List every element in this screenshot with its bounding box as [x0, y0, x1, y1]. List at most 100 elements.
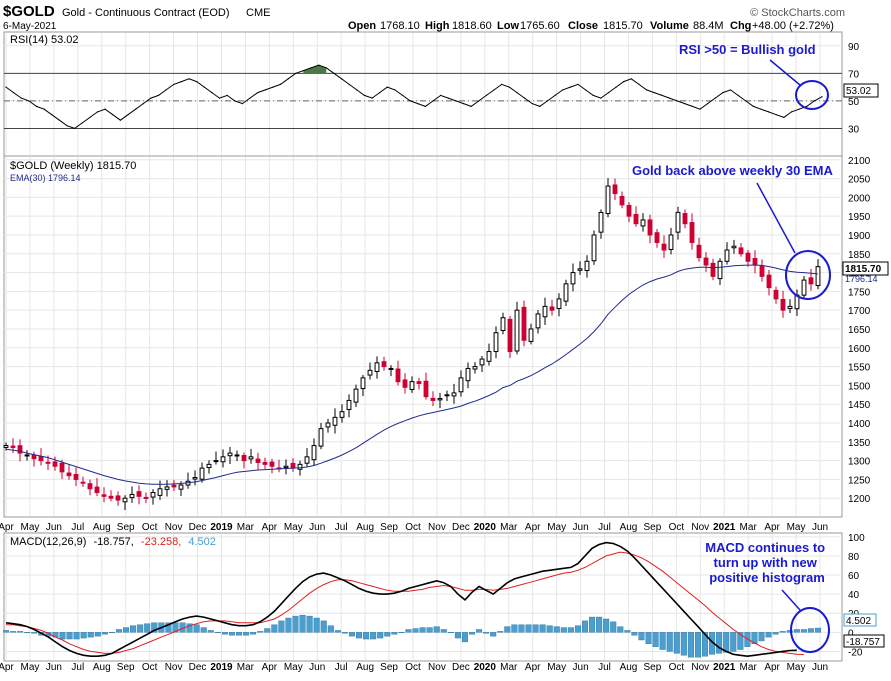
candle-body	[234, 454, 240, 457]
macd-histogram-bar	[108, 632, 115, 634]
macd-histogram-bar	[560, 627, 567, 633]
macd-signal-line	[6, 551, 804, 656]
x-axis-label-price-25: Jul	[598, 522, 611, 533]
candle-body	[248, 456, 254, 460]
macd-histogram-bar	[800, 629, 807, 633]
svg-text:Volume: Volume	[650, 20, 689, 32]
candle-body	[388, 367, 394, 370]
macd-histogram-bar	[440, 629, 447, 633]
candle-body	[752, 257, 758, 266]
macd-histogram-bar	[772, 632, 779, 635]
macd-histogram-bar	[716, 632, 723, 654]
macd-histogram-bar	[228, 632, 235, 636]
macd-histogram-bar	[702, 632, 709, 657]
candle-body	[353, 388, 359, 403]
macd-histogram-bar	[532, 624, 539, 633]
macd-histogram-bar	[235, 632, 243, 636]
x-axis-label-macd-6: Oct	[142, 662, 158, 673]
macd-histogram-bar	[200, 627, 207, 633]
candle-body	[381, 361, 387, 368]
x-axis-label-macd-27: Sep	[644, 662, 662, 673]
candle-body	[535, 313, 541, 329]
candle-body	[255, 458, 261, 463]
macd-histogram-bar	[115, 629, 122, 633]
macd-histogram-bar	[694, 632, 701, 658]
svg-text:Open: Open	[348, 20, 376, 32]
macd-histogram-bar	[94, 632, 101, 637]
x-axis-label-price-10: Mar	[237, 522, 255, 533]
candle-body	[318, 428, 324, 447]
x-axis-label-price-2: Jun	[46, 522, 62, 533]
candle-body	[759, 265, 765, 277]
candle-body	[556, 298, 562, 309]
x-axis-label-macd-24: Jun	[573, 662, 589, 673]
macd-histogram-bar	[737, 632, 744, 650]
price-tick-label-15: 1350	[848, 438, 871, 449]
macd-histogram-bar	[652, 632, 659, 647]
rsi-value-tag-label: 53.02	[846, 86, 871, 97]
rsi-highlight-circle	[795, 80, 829, 110]
rsi-layer	[4, 64, 842, 130]
candle-body	[38, 455, 44, 462]
macd-histogram-bar	[193, 624, 200, 633]
macd-histogram-bar	[137, 624, 144, 633]
candle-body	[465, 367, 471, 382]
macd-histogram-bar	[751, 632, 758, 645]
close-tag-label: 1815.70	[845, 264, 882, 275]
candle-body	[220, 456, 226, 463]
candle-body	[787, 305, 793, 309]
macd-histogram-bar	[66, 632, 73, 640]
x-axis-label-macd-9: 2019	[210, 662, 233, 673]
macd-histogram-bar	[186, 623, 193, 633]
x-axis-label-price-18: Nov	[428, 522, 446, 533]
candle-body	[444, 394, 450, 397]
x-axis-label-macd-23: May	[547, 662, 566, 673]
x-axis-label-price-19: Dec	[452, 522, 470, 533]
rsi-annotation-arrow	[769, 59, 801, 86]
candle-body	[570, 272, 576, 285]
macd-histogram-bar	[363, 632, 370, 640]
candle-body	[150, 492, 156, 498]
x-axis-label-macd-28: Oct	[669, 662, 685, 673]
candle-body	[661, 243, 667, 251]
macd-value-tag-label: -18.757	[846, 637, 880, 648]
candle-body	[374, 362, 380, 372]
x-axis-label-price-15: Aug	[356, 522, 374, 533]
candle-body	[437, 398, 443, 401]
candle-body	[171, 484, 177, 488]
candle-body	[213, 460, 219, 463]
candle-body	[122, 497, 128, 503]
candle-body	[143, 496, 149, 499]
price-tick-label-5: 1850	[848, 250, 871, 261]
candle-body	[647, 219, 653, 236]
macd-histogram-bar	[341, 632, 348, 634]
candle-body	[283, 465, 289, 469]
macd-histogram-bar	[814, 627, 822, 633]
macd-histogram-bar	[243, 632, 250, 636]
macd-histogram-bar	[17, 631, 24, 633]
macd-histogram-bar	[214, 632, 221, 634]
x-axis-label-price-12: May	[284, 522, 303, 533]
x-axis-label-macd-1: May	[20, 662, 39, 673]
rsi-tick-label-1: 70	[848, 69, 860, 80]
macd-histogram-bar	[673, 632, 680, 654]
price-tick-label-16: 1300	[848, 457, 871, 468]
candle-body	[745, 252, 751, 262]
price-tick-label-11: 1550	[848, 363, 871, 374]
candle-body	[801, 279, 807, 296]
x-axis-label-macd-19: Dec	[452, 662, 470, 673]
macd-histogram-bar	[680, 632, 687, 656]
rsi-tick-label-3: 30	[848, 124, 860, 135]
x-axis-label-price-1: May	[20, 522, 39, 533]
candle-body	[129, 493, 135, 499]
macd-histogram-bar	[553, 626, 560, 633]
x-axis-label-macd-22: Apr	[525, 662, 541, 673]
macd-histogram-bar	[645, 632, 652, 645]
price-annotation: Gold back above weekly 30 EMA	[632, 163, 833, 178]
macd-histogram-bar	[793, 629, 800, 633]
rsi-legend: RSI(14) 53.02	[10, 34, 78, 46]
x-axis-label-macd-4: Aug	[93, 662, 111, 673]
candle-body	[10, 445, 16, 448]
candle-body	[339, 411, 345, 418]
macd-tick-label-5: 0	[848, 628, 854, 639]
